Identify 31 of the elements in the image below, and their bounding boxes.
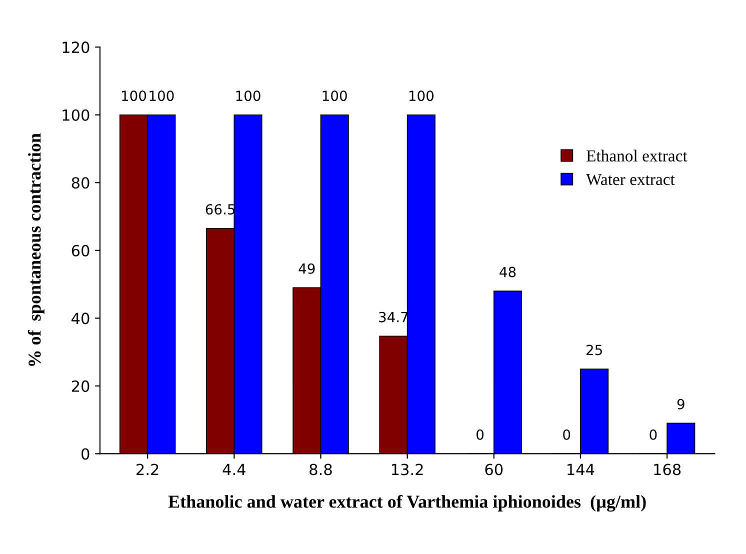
y-tick-label: 60 — [72, 244, 90, 256]
legend-label: Ethanol extract — [586, 150, 688, 162]
y-tick-label: 0 — [82, 448, 90, 460]
y-tick-label: 100 — [62, 109, 90, 121]
y-tick-label: 40 — [72, 312, 90, 324]
x-tick-label: 60 — [485, 464, 503, 476]
data-label: 100 — [409, 90, 434, 102]
x-tick-label: 144 — [568, 464, 594, 476]
data-label: 66.5 — [206, 204, 235, 215]
data-label: 100 — [150, 90, 174, 102]
x-axis-title: Ethanolic and water extract of Varthemia iphionoides (µg/ml) — [168, 494, 646, 512]
x-tick-label: 4.4 — [222, 464, 246, 476]
data-label: 100 — [122, 90, 146, 102]
data-label: 25 — [586, 344, 602, 356]
data-label: 0 — [476, 429, 484, 440]
x-tick-label: 168 — [654, 464, 681, 476]
data-label: 100 — [322, 90, 347, 102]
data-label: 0 — [563, 429, 570, 440]
legend-label: Water extract — [586, 174, 675, 186]
data-label: 9 — [677, 398, 684, 410]
data-label: 0 — [650, 429, 657, 440]
x-tick-label: 8.8 — [310, 464, 332, 476]
data-label: 49 — [298, 263, 315, 274]
x-tick-label: 13.2 — [392, 464, 423, 476]
y-tick-label: 20 — [72, 380, 90, 392]
data-label: 100 — [236, 90, 260, 102]
data-label: 48 — [500, 266, 516, 278]
x-tick-label: 2.2 — [136, 464, 158, 476]
y-tick-label: 120 — [62, 42, 90, 54]
y-axis-title: % of spontaneous contraction — [28, 133, 44, 366]
y-tick-label: 80 — [72, 177, 90, 189]
